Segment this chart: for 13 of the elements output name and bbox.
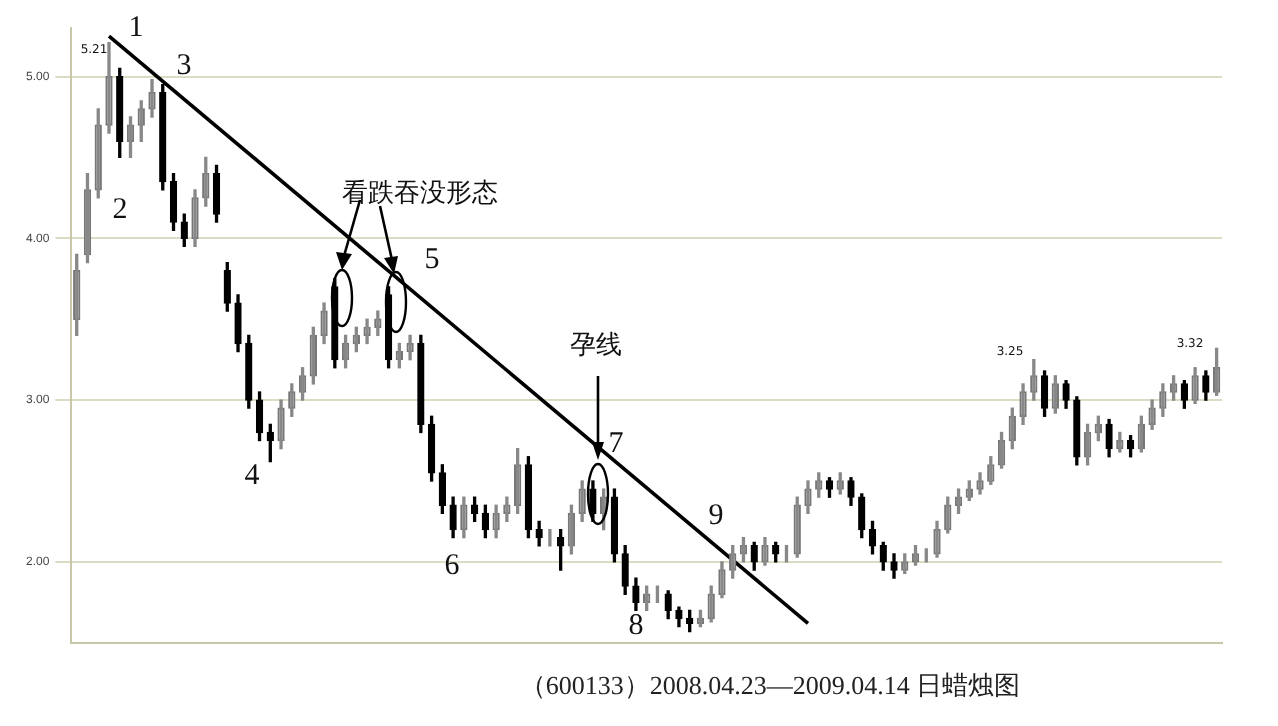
annotation: 5 xyxy=(424,243,440,276)
annotation: 孕线 xyxy=(570,330,622,361)
annotation: 1 xyxy=(128,11,144,44)
annotation: 看跌吞没形态 xyxy=(342,178,498,209)
annotation: 6 xyxy=(444,549,461,582)
annotation: 4 xyxy=(244,459,261,492)
annotation: 9 xyxy=(708,499,724,532)
candlestick xyxy=(784,545,789,563)
annotation: 8 xyxy=(628,609,644,642)
annotation: 3 xyxy=(176,49,192,82)
annotation: 2 xyxy=(112,193,128,226)
annotation: 7 xyxy=(608,427,625,460)
text: （600133）2008.04.23—2009.04.14 日蜡烛图 xyxy=(517,668,1023,704)
